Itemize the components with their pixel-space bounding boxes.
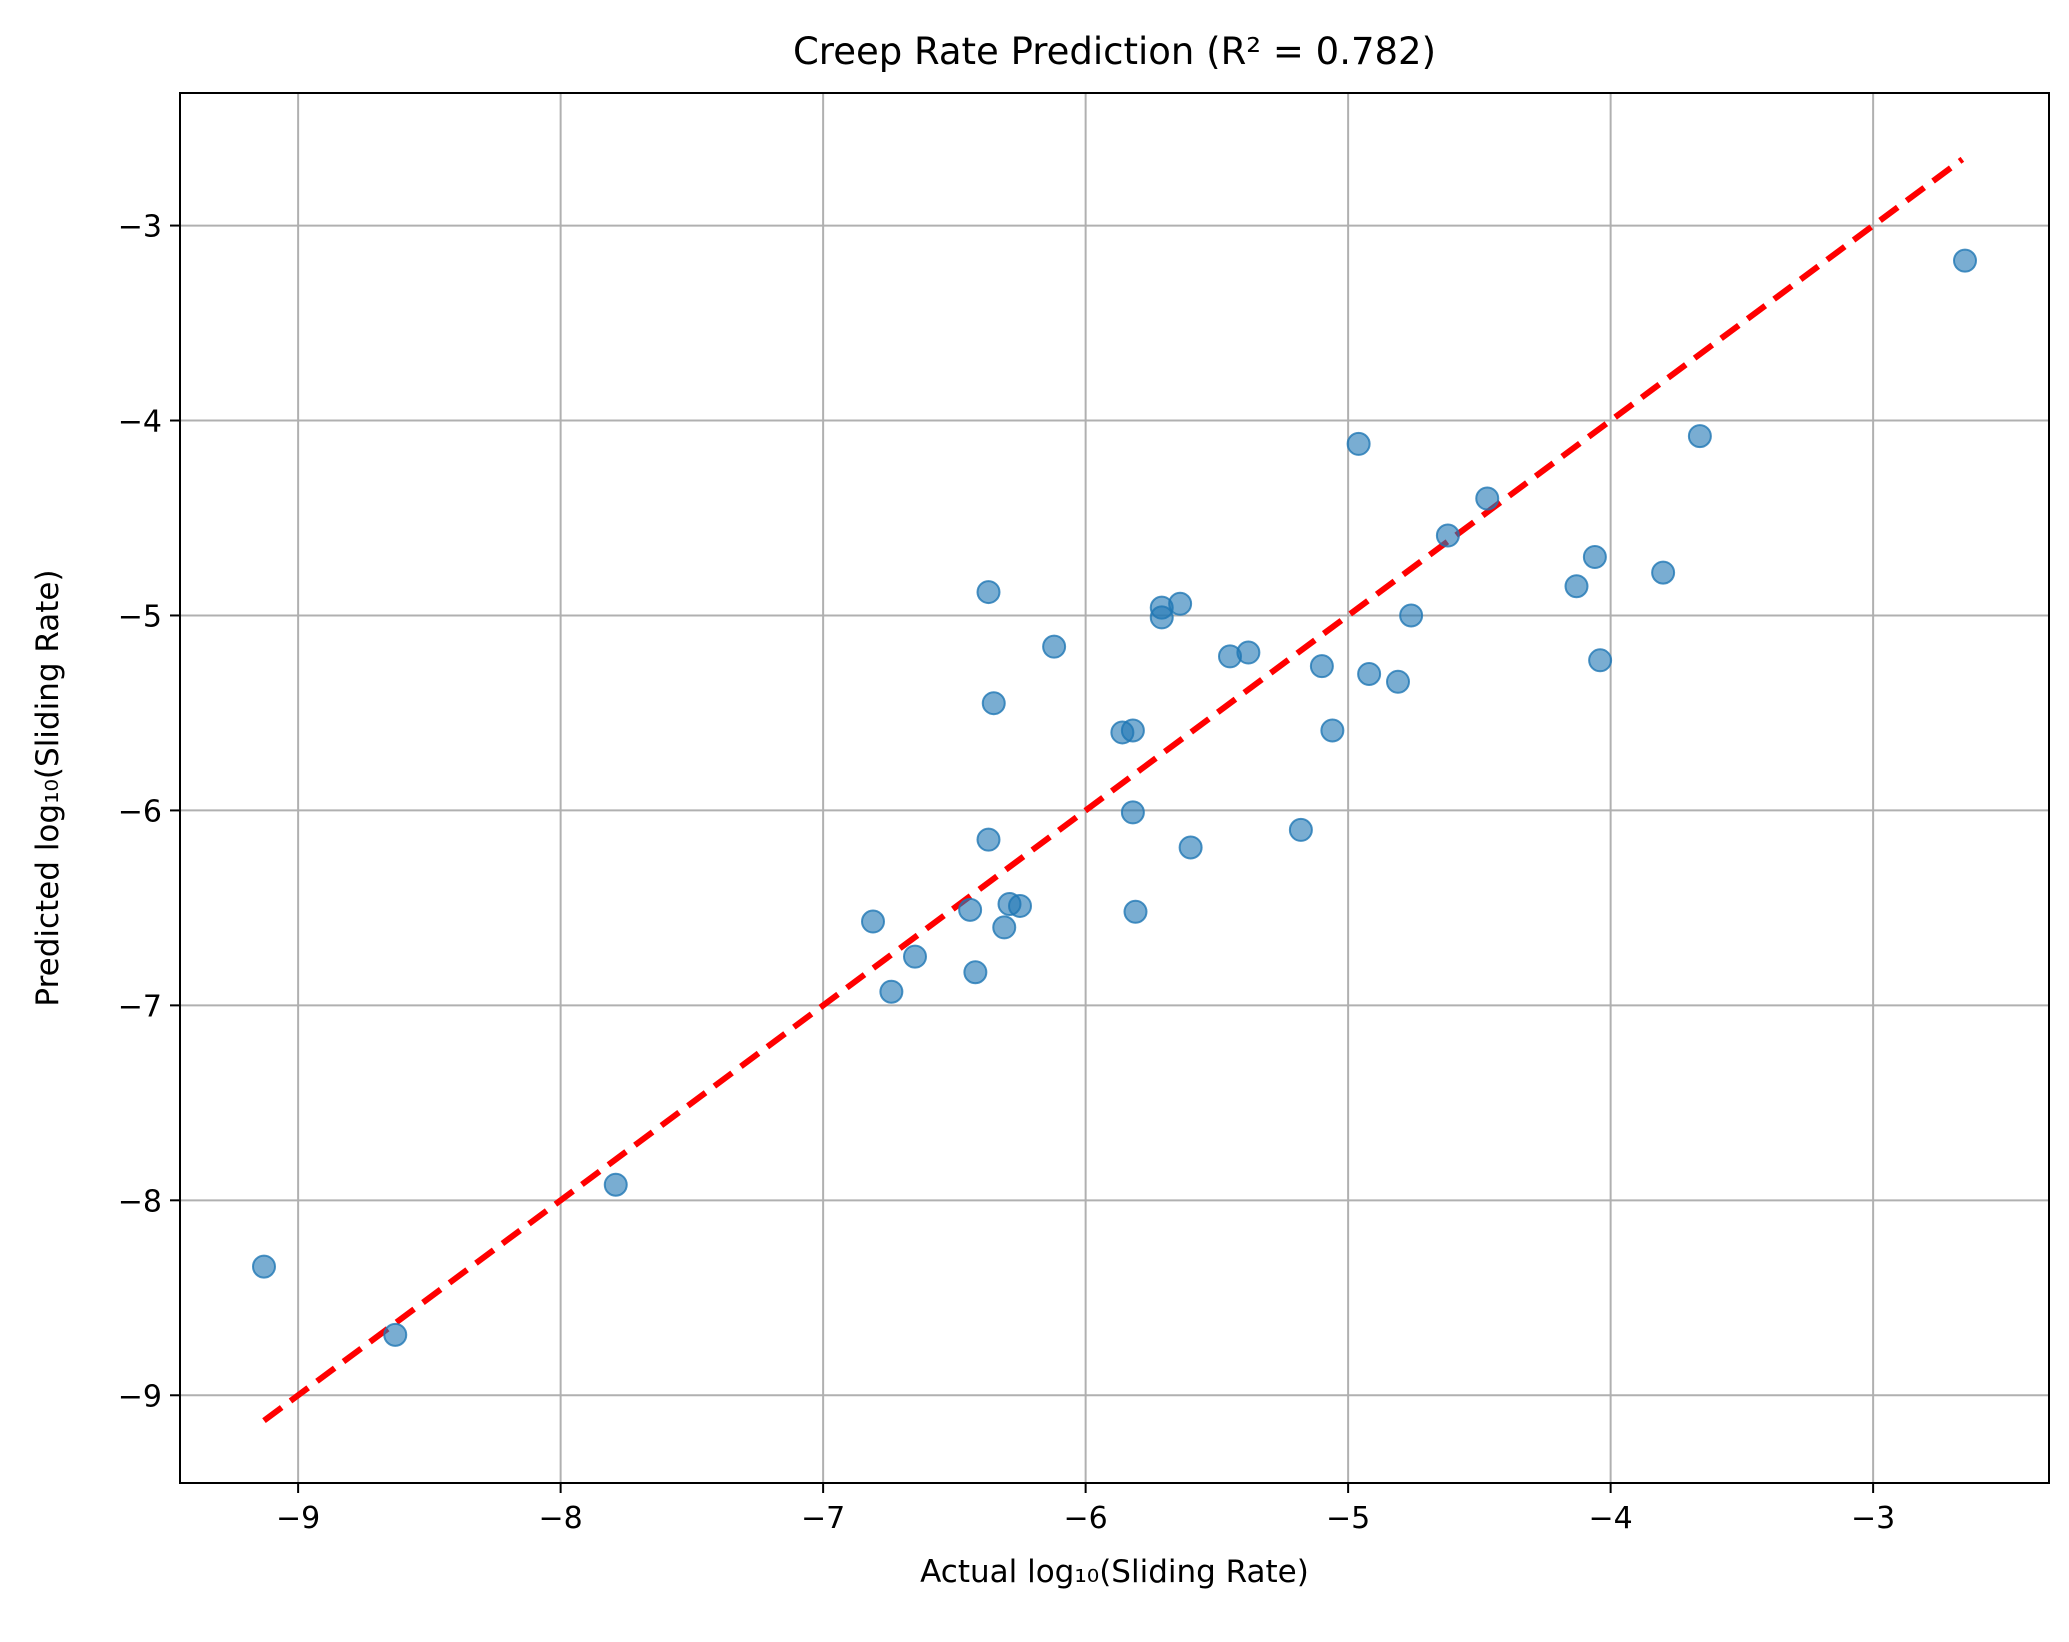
data-point — [976, 827, 1001, 852]
x-axis-label: Actual log₁₀(Sliding Rate) — [920, 1554, 1309, 1590]
data-point — [1953, 248, 1977, 273]
y-tick-label: −6 — [118, 794, 162, 829]
data-point — [1435, 523, 1460, 548]
y-tick-label: −7 — [118, 989, 162, 1024]
data-point — [963, 960, 988, 985]
data-point — [958, 897, 983, 922]
plot-frame — [179, 92, 2050, 1484]
y-tick-label: −8 — [118, 1184, 162, 1219]
data-point — [1687, 424, 1712, 449]
x-tick-label: −6 — [1064, 1501, 1108, 1536]
data-point — [992, 915, 1017, 940]
y-tick-label: −5 — [118, 599, 162, 634]
grid-lines — [180, 93, 2049, 1483]
data-point — [1288, 817, 1313, 842]
x-tick-label: −4 — [1589, 1501, 1633, 1536]
x-tick-label: −5 — [1326, 1501, 1370, 1536]
data-point — [861, 909, 885, 934]
y-axis-label: Predicted log₁₀(Sliding Rate) — [30, 569, 66, 1006]
data-point — [1588, 648, 1613, 673]
data-point — [1042, 634, 1067, 659]
x-tick-label: −8 — [539, 1501, 583, 1536]
data-point — [603, 1172, 628, 1197]
data-point — [383, 1322, 408, 1347]
reference-line — [262, 156, 1965, 1424]
data-point — [981, 691, 1006, 716]
data-point — [1320, 718, 1345, 743]
y-axis-ticks: −9 −8 −7 −6 −5 −4 −3 — [118, 210, 180, 1414]
data-point — [879, 979, 904, 1004]
data-point — [1582, 544, 1607, 569]
x-tick-label: −9 — [276, 1501, 320, 1536]
x-axis-ticks: −9 −8 −7 −6 −5 −4 −3 — [276, 1483, 1895, 1536]
data-point — [1309, 654, 1334, 679]
data-point — [903, 944, 927, 969]
data-point — [252, 1254, 276, 1279]
data-point — [1346, 431, 1371, 456]
data-point — [1008, 893, 1032, 918]
y-tick-label: −9 — [118, 1379, 162, 1414]
data-point — [1386, 669, 1410, 694]
data-point — [1236, 640, 1261, 665]
y-tick-label: −4 — [118, 405, 162, 440]
data-points — [252, 248, 1977, 1347]
data-point — [1564, 574, 1589, 599]
data-point — [1178, 835, 1203, 860]
chart-title: Creep Rate Prediction (R² = 0.782) — [793, 30, 1436, 73]
data-point — [1651, 560, 1676, 585]
data-point — [1475, 486, 1500, 511]
data-point — [1123, 899, 1148, 924]
x-tick-label: −7 — [801, 1501, 845, 1536]
data-point — [1149, 605, 1174, 630]
data-point — [976, 580, 1001, 605]
data-point — [1120, 800, 1145, 825]
y-tick-label: −3 — [118, 210, 162, 245]
data-point — [1120, 718, 1145, 743]
data-point — [1399, 603, 1424, 628]
data-point — [1357, 661, 1382, 686]
reference-line-layer — [262, 156, 1965, 1424]
x-tick-label: −3 — [1851, 1501, 1895, 1536]
data-point — [1168, 591, 1193, 616]
